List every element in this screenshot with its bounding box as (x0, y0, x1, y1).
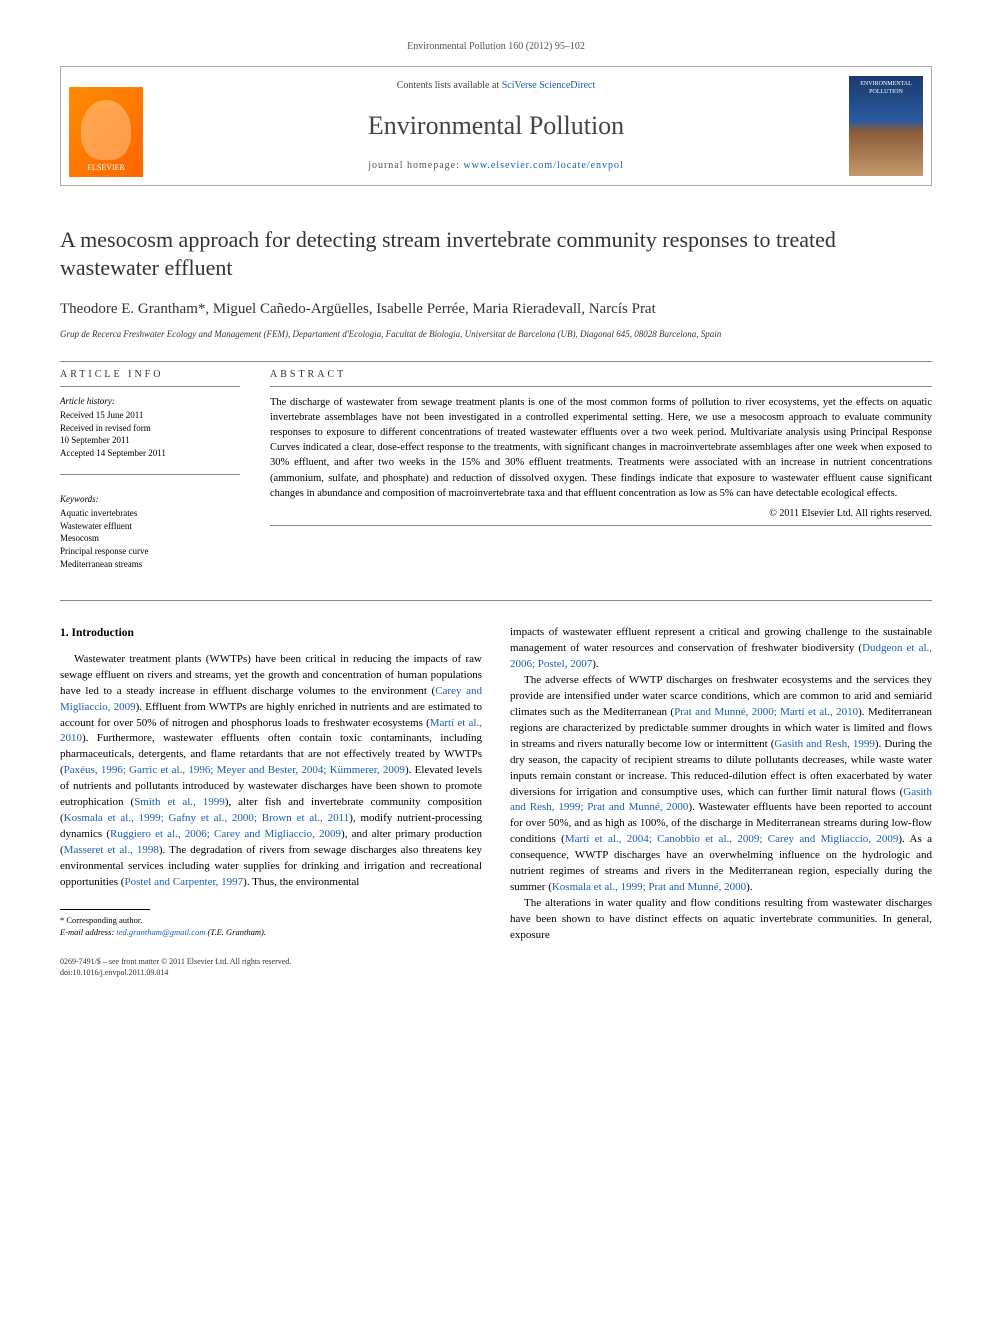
history-item: Received in revised form (60, 422, 240, 435)
journal-cover: ENVIRONMENTAL POLLUTION (849, 76, 923, 176)
keyword: Aquatic invertebrates (60, 507, 240, 520)
keyword: Principal response curve (60, 545, 240, 558)
keyword: Wastewater effluent (60, 520, 240, 533)
info-abstract-row: ARTICLE INFO Article history: Received 1… (60, 368, 932, 571)
citation[interactable]: Kosmala et al., 1999; Prat and Munné, 20… (552, 881, 746, 893)
citation[interactable]: Paxéus, 1996; Garric et al., 1996; Meyer… (64, 764, 405, 776)
article-info-label: ARTICLE INFO (60, 368, 240, 382)
citation[interactable]: Kosmala et al., 1999; Gafny et al., 2000… (64, 812, 350, 824)
keyword: Mesocosm (60, 532, 240, 545)
citation[interactable]: Gasith and Resh, 1999 (774, 738, 874, 750)
email-label: E-mail address: (60, 927, 116, 937)
divider (60, 474, 240, 475)
abstract-label: ABSTRACT (270, 368, 932, 382)
keywords-label: Keywords: (60, 493, 240, 506)
authors: Theodore E. Grantham*, Miguel Cañedo-Arg… (60, 299, 932, 320)
homepage-line: journal homepage: www.elsevier.com/locat… (161, 159, 831, 173)
citation[interactable]: Ruggiero et al., 2006; Carey and Migliac… (110, 828, 341, 840)
journal-cover-container: ENVIRONMENTAL POLLUTION (841, 67, 931, 185)
article-info: ARTICLE INFO Article history: Received 1… (60, 368, 240, 571)
citation[interactable]: Prat and Munné, 2000; Martí et al., 2010 (674, 706, 858, 718)
body-paragraph: The alterations in water quality and flo… (510, 896, 932, 944)
body-column-right: impacts of wastewater effluent represent… (510, 625, 932, 944)
body-paragraph: The adverse effects of WWTP discharges o… (510, 673, 932, 896)
body-paragraph: impacts of wastewater effluent represent… (510, 625, 932, 673)
keyword: Mediterranean streams (60, 558, 240, 571)
abstract-text: The discharge of wastewater from sewage … (270, 395, 932, 502)
contents-prefix: Contents lists available at (397, 80, 502, 91)
doi-line: doi:10.1016/j.envpol.2011.09.014 (60, 967, 932, 978)
corresponding-author: * Corresponding author. (60, 914, 482, 926)
email-link[interactable]: ted.grantham@gmail.com (116, 927, 205, 937)
article-title: A mesocosm approach for detecting stream… (60, 226, 932, 281)
citation[interactable]: Postel and Carpenter, 1997 (124, 876, 243, 888)
history-item: Accepted 14 September 2011 (60, 447, 240, 460)
journal-name: Environmental Pollution (161, 108, 831, 144)
journal-reference: Environmental Pollution 160 (2012) 95–10… (60, 40, 932, 54)
divider (60, 386, 240, 387)
footnote-separator (60, 909, 150, 910)
bottom-matter: 0269-7491/$ – see front matter © 2011 El… (60, 956, 932, 978)
publisher-logo-container: ELSEVIER (61, 67, 151, 185)
corresponding-email-line: E-mail address: ted.grantham@gmail.com (… (60, 926, 482, 938)
journal-header: ELSEVIER Contents lists available at Sci… (60, 66, 932, 186)
header-center: Contents lists available at SciVerse Sci… (151, 67, 841, 185)
abstract-column: ABSTRACT The discharge of wastewater fro… (270, 368, 932, 571)
body-columns: 1. Introduction Wastewater treatment pla… (60, 625, 932, 944)
divider (60, 600, 932, 601)
history-item: Received 15 June 2011 (60, 409, 240, 422)
elsevier-tree-icon (81, 100, 131, 160)
citation[interactable]: Smith et al., 1999 (134, 796, 225, 808)
citation[interactable]: Martí et al., 2004; Canobbio et al., 200… (565, 833, 899, 845)
affiliation: Grup de Recerca Freshwater Ecology and M… (60, 328, 932, 341)
copyright: © 2011 Elsevier Ltd. All rights reserved… (270, 507, 932, 521)
elsevier-logo: ELSEVIER (69, 87, 143, 177)
publisher-name: ELSEVIER (87, 162, 125, 173)
history-label: Article history: (60, 395, 240, 408)
divider (60, 361, 932, 362)
body-column-left: 1. Introduction Wastewater treatment pla… (60, 625, 482, 944)
introduction-heading: 1. Introduction (60, 625, 482, 642)
issn-line: 0269-7491/$ – see front matter © 2011 El… (60, 956, 932, 967)
divider (270, 525, 932, 526)
sciencedirect-link[interactable]: SciVerse ScienceDirect (502, 80, 596, 91)
citation[interactable]: Masseret et al., 1998 (64, 844, 159, 856)
homepage-prefix: journal homepage: (368, 160, 463, 171)
history-item: 10 September 2011 (60, 434, 240, 447)
body-paragraph: Wastewater treatment plants (WWTPs) have… (60, 652, 482, 891)
cover-label: ENVIRONMENTAL POLLUTION (860, 81, 912, 95)
homepage-link[interactable]: www.elsevier.com/locate/envpol (463, 160, 623, 171)
email-name: (T.E. Grantham). (205, 927, 266, 937)
contents-line: Contents lists available at SciVerse Sci… (161, 79, 831, 93)
divider (270, 386, 932, 387)
